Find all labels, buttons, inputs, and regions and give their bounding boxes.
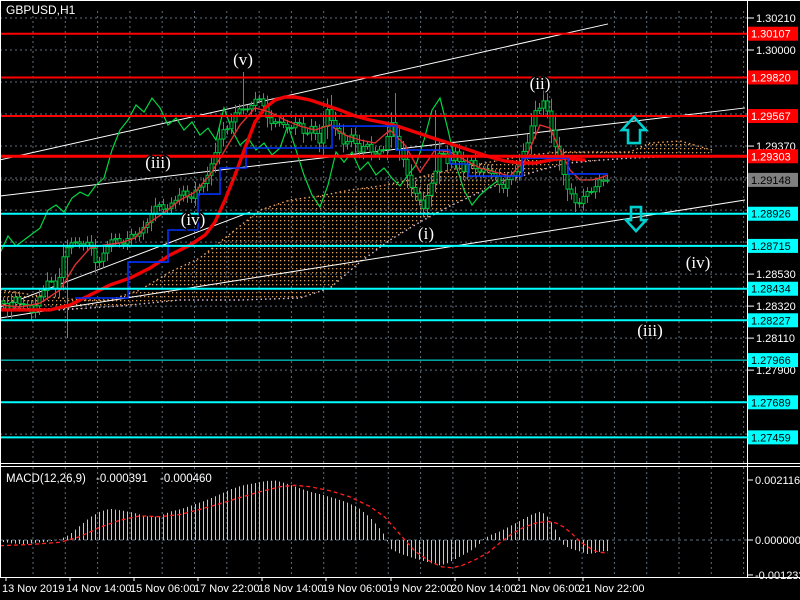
support-price-label: 1.28434: [751, 284, 791, 296]
support-price-label: 1.27966: [751, 355, 791, 367]
wave-label[interactable]: (ii): [528, 72, 552, 94]
kijun-sen-line: [75, 125, 608, 299]
macd-header: MACD(12,26,9) -0.000391 -0.000460: [6, 473, 212, 485]
horizontal-levels[interactable]: [0, 32, 747, 439]
window-frame: [0, 0, 800, 578]
resistance-price-label-box: [748, 149, 798, 164]
support-price-label-box: [748, 313, 798, 328]
date-tick-label: 21 Nov 06:00: [515, 583, 580, 595]
macd-signal-value: -0.000460: [160, 473, 212, 485]
support-price-label: 1.28926: [751, 209, 791, 221]
macd-tick-label: 0.002116: [755, 475, 800, 487]
resistance-price-label: 1.29303: [751, 151, 791, 163]
resistance-price-label-box: [748, 70, 798, 85]
support-price-label: 1.28227: [751, 315, 791, 327]
channel-trendline[interactable]: [0, 23, 609, 161]
current-bid-price-label-box: [748, 172, 798, 187]
support-price-label-box: [748, 430, 798, 445]
resistance-price-label: 1.30107: [751, 29, 791, 41]
wave-label[interactable]: (v): [232, 49, 255, 71]
wave-label[interactable]: (iii): [144, 152, 173, 174]
wave-label[interactable]: (iv): [179, 209, 207, 231]
support-price-label: 1.27689: [751, 397, 791, 409]
support-price-label-box: [748, 281, 798, 296]
resistance-price-label: 1.29820: [751, 72, 791, 84]
price-tick-label: 1.30000: [756, 45, 796, 57]
macd-signal-line: [0, 484, 609, 569]
date-tick-label: 15 Nov 06:00: [130, 583, 195, 595]
support-price-label: 1.28715: [751, 241, 791, 253]
resistance-price-label-box: [748, 109, 798, 124]
support-price-label: 1.27459: [751, 432, 791, 444]
wave-label[interactable]: (iii): [636, 320, 665, 342]
date-tick-label: 20 Nov 14:00: [451, 583, 516, 595]
macd-tick-label: -0.001232: [755, 570, 800, 582]
price-tick-label: 1.27900: [756, 365, 796, 377]
wave-label[interactable]: (iv): [684, 252, 712, 274]
support-price-label-box: [748, 206, 798, 221]
cloud-fill: [0, 141, 712, 310]
signal-arrows[interactable]: [619, 115, 649, 233]
wave-labels[interactable]: (v) (iii) (iv) (i) (ii) (iv) (iii): [144, 49, 712, 342]
support-price-label-box: [748, 353, 798, 368]
current-bid-price-label: 1.29148: [751, 175, 791, 187]
price-tick-label: 1.28320: [756, 301, 796, 313]
resistance-price-label-box: [748, 26, 798, 41]
macd-main-value: -0.000391: [96, 473, 148, 485]
resistance-price-label: 1.29567: [751, 111, 791, 123]
date-tick-label: 17 Nov 22:00: [194, 583, 259, 595]
date-tick-label: 19 Nov 22:00: [387, 583, 452, 595]
date-tick-label: 14 Nov 14:00: [66, 583, 131, 595]
chikou-span-line: [0, 96, 505, 254]
up-arrow-icon[interactable]: [619, 115, 649, 145]
price-tick-label: 1.28110: [756, 333, 795, 345]
chart-symbol-title: GBPUSD,H1: [6, 3, 76, 17]
down-arrow-icon[interactable]: [623, 205, 649, 233]
support-price-label-box: [748, 395, 798, 410]
ichimoku-cloud: [0, 140, 713, 311]
axis-labels: 1.302101.300001.293701.285301.283201.281…: [2, 13, 800, 595]
price-tick-label: 1.28530: [756, 269, 796, 281]
date-tick-label: 21 Nov 22:00: [579, 583, 644, 595]
date-tick-label: 13 Nov 2019: [2, 583, 64, 595]
tenkan-sen-line: [0, 107, 609, 308]
macd-panel: [0, 480, 609, 569]
date-tick-label: 18 Nov 14:00: [258, 583, 323, 595]
macd-indicator-name: MACD(12,26,9): [6, 473, 86, 485]
price-tick-label: 1.30210: [756, 13, 796, 25]
support-price-label-box: [748, 238, 798, 253]
macd-tick-label: 0.000000: [755, 535, 800, 547]
grid-lines: [0, 11, 747, 577]
wave-label[interactable]: (i): [416, 222, 435, 244]
senkou-span-b-line: [0, 155, 712, 311]
date-tick-label: 19 Nov 06:00: [322, 583, 387, 595]
